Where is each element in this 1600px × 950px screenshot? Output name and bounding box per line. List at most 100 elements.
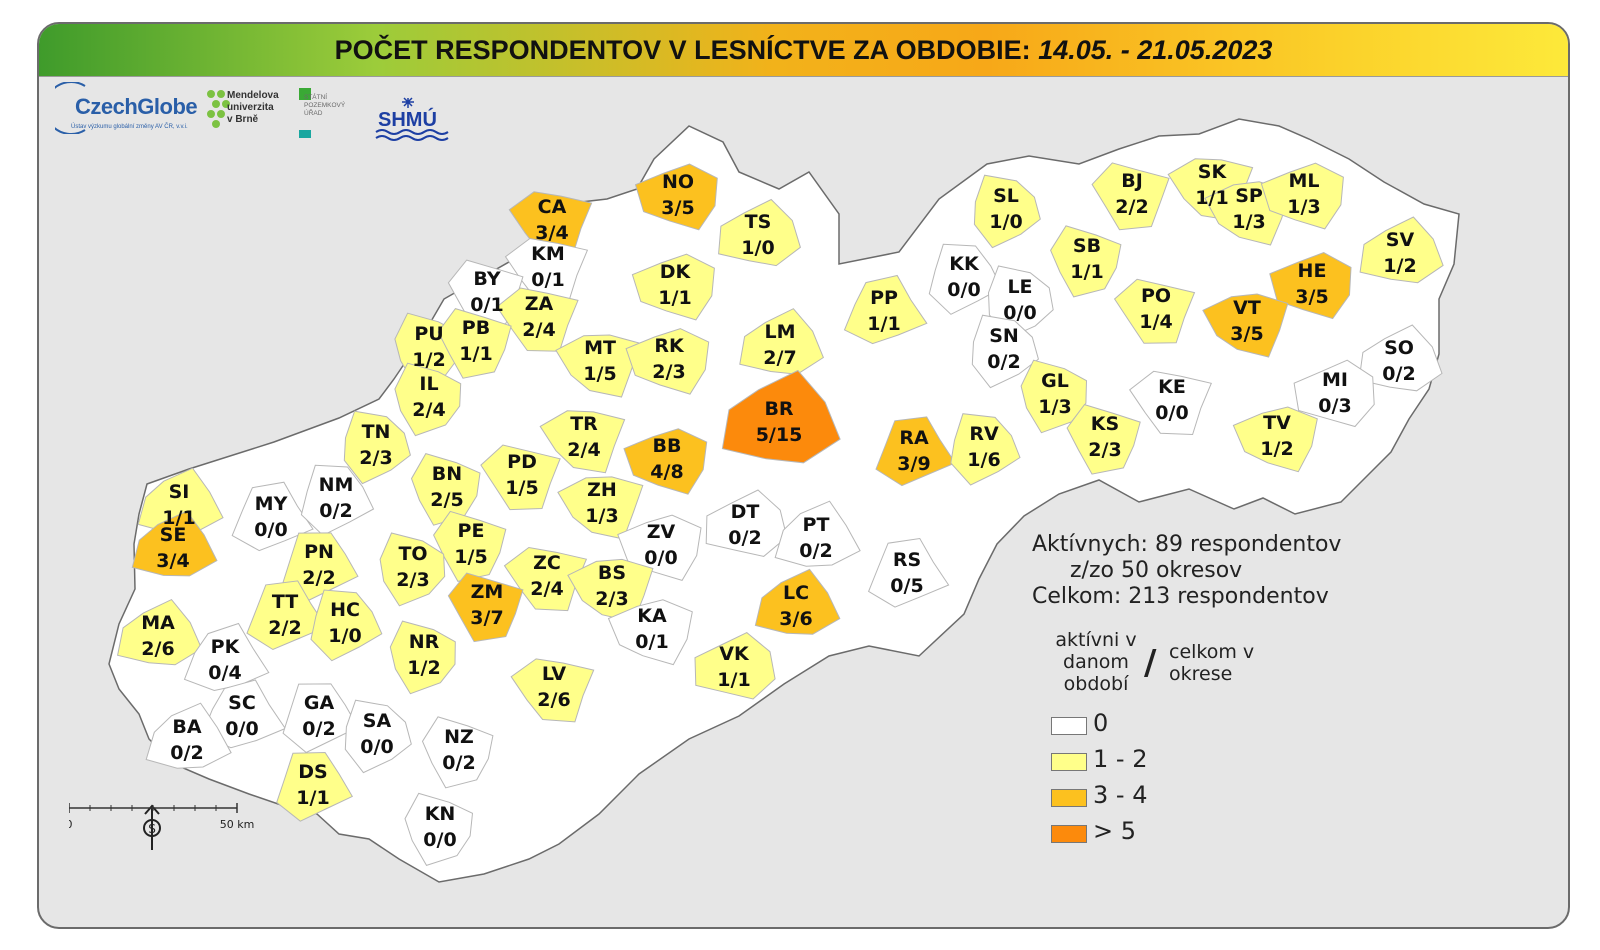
stats-districts: z/zo 50 okresov	[1070, 558, 1243, 583]
district-ratio-pb: 1/1	[459, 343, 492, 365]
district-code-pt: PT	[803, 514, 830, 536]
district-ratio-le: 0/0	[1003, 302, 1036, 324]
district-ratio-br: 5/15	[756, 424, 803, 446]
district-ratio-rk: 2/3	[652, 361, 685, 383]
district-area-ds	[276, 751, 354, 822]
district-code-rs: RS	[893, 549, 921, 571]
district-area-il	[394, 362, 462, 437]
legend-swatch	[1051, 825, 1087, 843]
mendelu-logo: Mendelova univerzita v Brně	[227, 90, 279, 126]
district-area-rk	[625, 328, 710, 395]
district-ratio-to: 2/3	[396, 569, 429, 591]
district-code-bj: BJ	[1121, 170, 1143, 192]
district-code-tt: TT	[272, 591, 298, 613]
district-code-zv: ZV	[647, 521, 676, 543]
district-ratio-sb: 1/1	[1070, 261, 1103, 283]
district-ratio-il: 2/4	[412, 399, 445, 421]
shmu-text: SHMÚ	[378, 107, 437, 131]
district-labels: CA 3/4 NO 3/5 KM 0/1 BY 0/1 TS 1/0 DK 1/1 ZA 2/4 PU 1/2…	[141, 161, 1417, 851]
district-ratio-rs: 0/5	[890, 575, 923, 597]
district-code-ka: KA	[637, 605, 667, 627]
district-area-pb	[437, 308, 512, 379]
district-area-pd	[480, 444, 561, 511]
district-code-zh: ZH	[587, 479, 617, 501]
spu-mark-icon	[299, 88, 311, 138]
title-bar: POČET RESPONDENTOV V LESNÍCTVE ZA OBDOBI…	[39, 24, 1568, 77]
shmu-wave-icon: SHMÚ	[375, 97, 449, 141]
legend-swatch	[1051, 789, 1087, 807]
district-area-tt	[246, 580, 327, 651]
district-code-ca: CA	[538, 196, 567, 218]
district-code-sn: SN	[989, 325, 1019, 347]
mendelu-dots-icon	[207, 90, 230, 128]
legend-slash: /	[1144, 643, 1157, 683]
district-ratio-sl: 1/0	[989, 211, 1022, 233]
district-ratio-po: 1/4	[1139, 311, 1172, 333]
district-ratio-km: 0/1	[531, 269, 564, 291]
district-code-by: BY	[473, 268, 500, 290]
district-code-nz: NZ	[444, 726, 474, 748]
district-area-kk	[928, 243, 1003, 315]
district-code-lv: LV	[542, 663, 566, 685]
legend-label: 0	[1093, 709, 1109, 737]
district-code-rv: RV	[969, 423, 999, 445]
district-code-sk: SK	[1198, 161, 1228, 183]
district-code-sv: SV	[1386, 229, 1415, 251]
district-ratio-sc: 0/0	[225, 718, 258, 740]
district-area-tv	[1232, 406, 1318, 473]
district-code-sb: SB	[1073, 235, 1101, 257]
district-ratio-zv: 0/0	[644, 547, 677, 569]
district-code-si: SI	[169, 481, 190, 503]
district-ratio-lm: 2/7	[763, 347, 796, 369]
district-area-dk	[631, 253, 715, 321]
district-ratio-ma: 2/6	[141, 638, 174, 660]
district-ratio-za: 2/4	[522, 319, 555, 341]
district-code-gl: GL	[1041, 370, 1069, 392]
district-area-lm	[739, 308, 825, 375]
district-code-pk: PK	[211, 636, 241, 658]
district-code-ma: MA	[141, 612, 175, 634]
district-ratio-lc: 3/6	[779, 608, 812, 630]
district-ratio-ca: 3/4	[535, 222, 568, 244]
district-area-hc	[310, 589, 383, 662]
district-area-no	[634, 163, 718, 231]
district-area-mi	[1293, 359, 1375, 428]
legend-item: 1 - 2	[1051, 745, 1261, 781]
district-ratio-mi: 0/3	[1318, 395, 1351, 417]
district-ratio-by: 0/1	[470, 294, 503, 316]
district-ratio-pu: 1/2	[412, 349, 445, 371]
district-area-tn	[343, 410, 411, 485]
district-area-sc	[201, 679, 287, 749]
scale-end: 50 km	[220, 818, 255, 831]
district-area-sl	[973, 174, 1041, 249]
district-ratio-sv: 1/2	[1383, 255, 1416, 277]
district-ratio-nm: 0/2	[319, 500, 352, 522]
district-ratio-kk: 0/0	[947, 279, 980, 301]
district-ratio-lv: 2/6	[537, 689, 570, 711]
legend-item: 0	[1051, 709, 1261, 745]
mendelu-line: univerzita	[227, 102, 274, 113]
district-code-mt: MT	[584, 337, 616, 359]
spu-line: ÚŘAD	[304, 110, 323, 117]
district-ratio-no: 3/5	[661, 197, 694, 219]
district-area-dt	[705, 489, 788, 557]
district-ratio-pn: 2/2	[302, 567, 335, 589]
district-ratio-sp: 1/3	[1232, 211, 1265, 233]
district-code-no: NO	[662, 171, 694, 193]
czechglobe-name: CzechGlobe	[75, 94, 198, 119]
district-ratio-ba: 0/2	[170, 742, 203, 764]
district-area-rv	[950, 413, 1021, 486]
district-ratio-vk: 1/1	[717, 669, 750, 691]
stats-total: Celkom: 213 respondentov	[1032, 584, 1329, 609]
district-ratio-tr: 2/4	[567, 439, 600, 461]
district-area-sv	[1359, 216, 1444, 284]
district-code-za: ZA	[525, 293, 554, 315]
district-area-vk	[694, 632, 776, 700]
district-area-ba	[145, 702, 232, 769]
district-area-sa	[344, 699, 412, 774]
district-code-ga: GA	[304, 692, 335, 714]
district-code-pd: PD	[507, 451, 537, 473]
district-code-pp: PP	[870, 287, 898, 309]
district-area-se	[131, 510, 218, 577]
district-code-zm: ZM	[471, 581, 504, 603]
